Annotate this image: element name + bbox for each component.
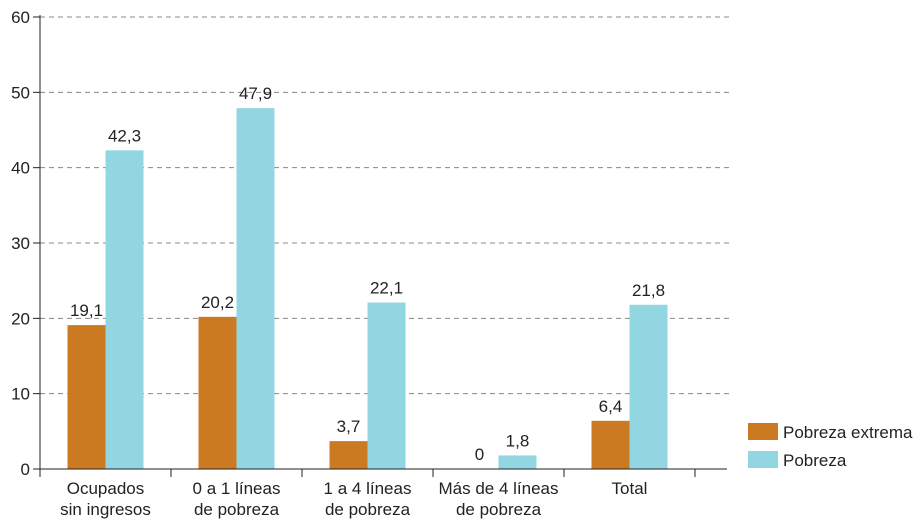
- bar-pobreza-extrema: [198, 316, 237, 469]
- axes: 0 10 20 30 40 50 60 Ocupados sin ingresos 0 a 1 l…: [11, 8, 727, 519]
- data-label: 42,3: [108, 126, 141, 145]
- legend: Pobreza extrema Pobreza: [748, 423, 913, 470]
- x-category-label: Ocupados: [67, 479, 145, 498]
- data-label: 20,2: [201, 293, 234, 312]
- bar-pobreza-extrema: [67, 325, 106, 469]
- legend-label: Pobreza extrema: [783, 423, 913, 442]
- data-label: 47,9: [239, 84, 272, 103]
- y-tick-label: 0: [21, 460, 30, 479]
- x-category-label: 0 a 1 líneas: [193, 479, 281, 498]
- legend-swatch: [748, 423, 778, 440]
- data-label: 6,4: [599, 397, 623, 416]
- bar-pobreza: [498, 455, 537, 469]
- data-label: 22,1: [370, 279, 403, 298]
- bar-pobreza-extrema: [591, 420, 630, 469]
- y-tick-label: 30: [11, 234, 30, 253]
- bar-pobreza: [367, 302, 406, 469]
- y-tick-label: 60: [11, 8, 30, 27]
- y-tick-label: 20: [11, 309, 30, 328]
- x-category-label: 1 a 4 líneas: [324, 479, 412, 498]
- y-tick-label: 40: [11, 159, 30, 178]
- bar-pobreza: [236, 108, 275, 470]
- data-label: 19,1: [70, 301, 103, 320]
- data-label: 1,8: [506, 431, 530, 450]
- data-label: 3,7: [337, 417, 361, 436]
- data-labels: 19,1 42,3 20,2 47,9 3,7 22,1 0 1,8 6,4 21,8: [70, 84, 665, 464]
- x-category-label: de pobreza: [194, 500, 280, 519]
- x-category-label: de pobreza: [456, 500, 542, 519]
- x-category-label: Más de 4 líneas: [438, 479, 558, 498]
- data-label: 21,8: [632, 281, 665, 300]
- bar-pobreza-extrema: [329, 441, 368, 469]
- y-tick-label: 10: [11, 385, 30, 404]
- bar-pobreza: [629, 304, 668, 469]
- legend-label: Pobreza: [783, 451, 847, 470]
- x-category-label: sin ingresos: [60, 500, 151, 519]
- data-label: 0: [475, 445, 484, 464]
- legend-swatch: [748, 451, 778, 468]
- x-category-label: de pobreza: [325, 500, 411, 519]
- bars: [67, 108, 668, 470]
- x-category-label: Total: [612, 479, 648, 498]
- bar-pobreza: [105, 150, 144, 469]
- y-tick-label: 50: [11, 83, 30, 102]
